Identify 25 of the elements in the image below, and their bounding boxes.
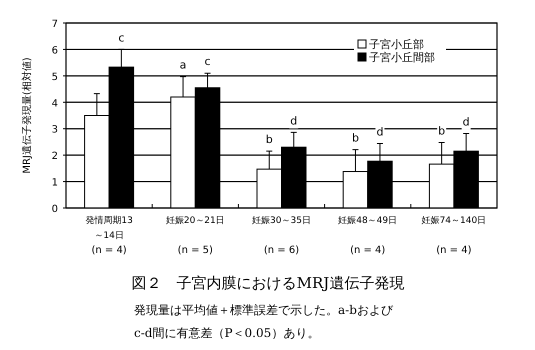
- y-tick-label: 5: [52, 72, 58, 83]
- y-tick-label: 1: [52, 178, 58, 189]
- y-axis-title: MRJ遺伝子発現量(相対値): [21, 57, 33, 174]
- legend-label: 子宮小丘間部: [369, 51, 435, 64]
- y-tick-label: 7: [52, 19, 58, 30]
- value-label: d: [462, 114, 471, 130]
- text: 図２ 子宮内膜におけるMRJ遺伝子発現: [132, 274, 404, 292]
- category-label: 妊娠74～140日 (n = 4): [422, 216, 486, 256]
- value-label: c: [117, 30, 126, 46]
- y-tick-label: 0: [52, 204, 58, 215]
- value-label: d: [289, 113, 298, 128]
- value-label: b: [264, 132, 274, 148]
- legend-label: 子宮小丘部: [369, 38, 424, 51]
- category-label: 妊娠48～49日 (n = 4): [338, 216, 398, 256]
- x-tick-label: 発情周期13 ～14日 (n = 4): [85, 215, 133, 256]
- value-label: c: [204, 54, 212, 70]
- value-label: b: [350, 130, 360, 146]
- y-tick-label: 2: [52, 151, 58, 162]
- y-tick-label: 3: [52, 124, 58, 136]
- text: 発現量は平均値＋標準誤差で示した。a-bおよび c-d間に有意差（P＜0.05）あり。: [134, 303, 394, 340]
- category-label: 妊娠20～21日 (n = 5): [166, 216, 225, 256]
- y-tick-label: 4: [52, 98, 58, 110]
- value-label: a: [178, 58, 188, 73]
- y-tick-label: 6: [52, 45, 58, 56]
- category-label: 妊娠30～35日 (n = 6): [252, 216, 311, 256]
